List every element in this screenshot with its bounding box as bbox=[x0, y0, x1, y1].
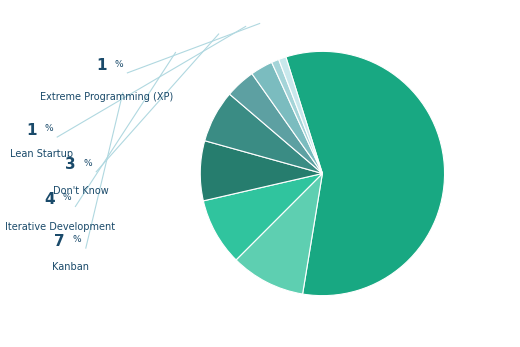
Text: 8: 8 bbox=[171, 156, 180, 170]
Text: 10: 10 bbox=[237, 246, 262, 264]
Wedge shape bbox=[205, 94, 322, 174]
Wedge shape bbox=[286, 51, 445, 296]
Text: 1: 1 bbox=[26, 122, 36, 138]
Wedge shape bbox=[203, 174, 322, 260]
Text: Extreme Programming (XP): Extreme Programming (XP) bbox=[40, 92, 173, 102]
Text: Scrum/XP
hybrid: Scrum/XP hybrid bbox=[162, 172, 199, 192]
Wedge shape bbox=[200, 141, 322, 201]
Text: ScrumBan: ScrumBan bbox=[224, 269, 275, 279]
Text: 4: 4 bbox=[44, 192, 55, 207]
Wedge shape bbox=[252, 62, 322, 174]
Text: Other/Hybrid/
Multiple
Methdologies: Other/Hybrid/ Multiple Methdologies bbox=[163, 222, 215, 252]
Text: 9: 9 bbox=[179, 207, 189, 221]
Text: 1: 1 bbox=[96, 58, 107, 74]
Text: 7: 7 bbox=[55, 234, 65, 249]
Text: Lean Startup: Lean Startup bbox=[10, 149, 73, 159]
Text: Iterative Development: Iterative Development bbox=[5, 222, 115, 232]
Wedge shape bbox=[271, 59, 322, 174]
Text: Scrum: Scrum bbox=[430, 177, 466, 187]
Text: %: % bbox=[73, 235, 82, 244]
Text: Don't Know: Don't Know bbox=[53, 186, 109, 196]
Wedge shape bbox=[279, 57, 322, 174]
Text: %: % bbox=[114, 60, 123, 69]
Text: Kanban: Kanban bbox=[51, 262, 89, 272]
Text: 58: 58 bbox=[432, 149, 464, 172]
Text: %: % bbox=[269, 248, 279, 258]
Text: %: % bbox=[191, 157, 200, 166]
Text: %: % bbox=[201, 208, 209, 217]
Text: %: % bbox=[44, 124, 53, 133]
Text: %: % bbox=[83, 159, 92, 168]
Text: %: % bbox=[62, 193, 71, 202]
Wedge shape bbox=[229, 74, 322, 174]
Wedge shape bbox=[236, 174, 322, 294]
Text: %: % bbox=[462, 152, 474, 165]
Text: 3: 3 bbox=[65, 157, 75, 172]
